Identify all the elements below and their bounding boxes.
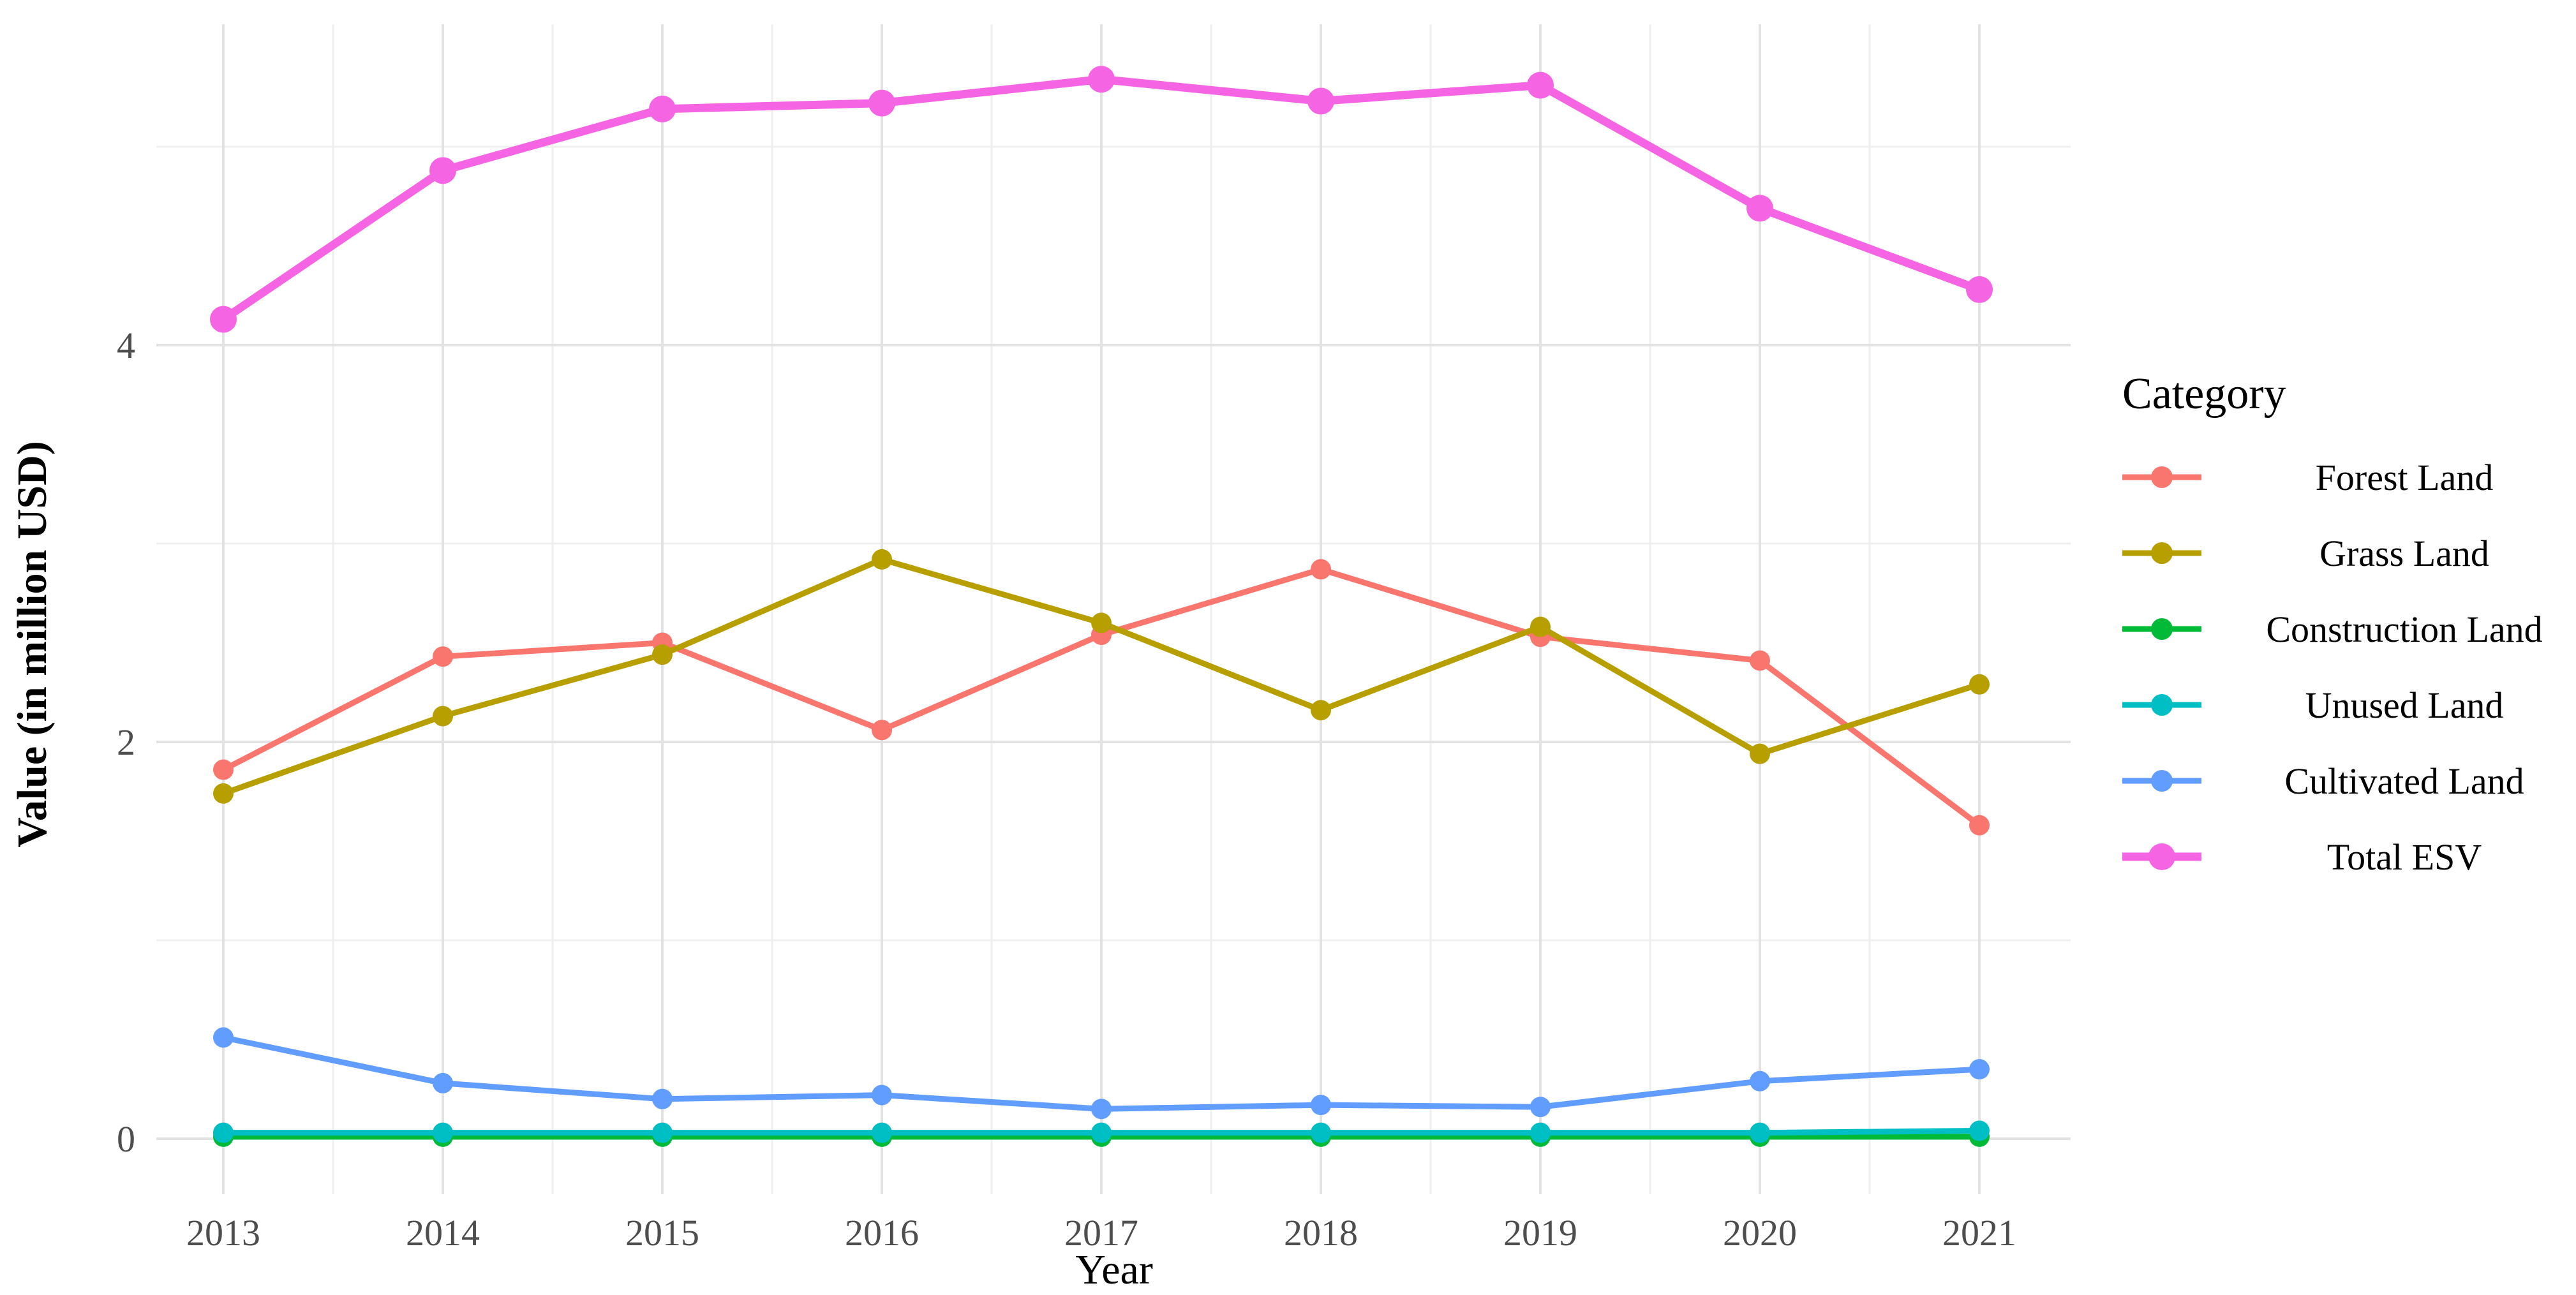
- legend-item-label: Construction Land: [2266, 609, 2542, 650]
- legend: Forest Land Grass Land Construction Land Un…: [2122, 457, 2543, 878]
- data-point: [1527, 71, 1554, 99]
- data-point: [1750, 743, 1770, 764]
- legend-key-point: [2151, 618, 2173, 640]
- x-tick-label: 2013: [186, 1212, 260, 1254]
- legend-item-label: Unused Land: [2305, 685, 2504, 726]
- series-unused-land: [213, 1120, 1990, 1143]
- data-point: [1969, 674, 1990, 695]
- data-point: [1530, 1122, 1551, 1143]
- y-tick-label: 2: [117, 722, 135, 763]
- data-point: [649, 95, 676, 122]
- legend-item-unused-land: Unused Land: [2122, 685, 2503, 726]
- data-point: [429, 157, 456, 184]
- legend-item-label: Grass Land: [2319, 533, 2489, 574]
- data-point: [213, 783, 234, 804]
- data-point: [1530, 1097, 1551, 1118]
- data-point: [1311, 1122, 1331, 1143]
- data-point: [872, 549, 892, 570]
- legend-title: Category: [2122, 369, 2286, 418]
- data-point: [1091, 1099, 1112, 1120]
- data-point: [1969, 1120, 1990, 1141]
- data-point: [1750, 1070, 1770, 1092]
- x-tick-label: 2016: [845, 1212, 919, 1254]
- legend-item-grass-land: Grass Land: [2122, 533, 2489, 574]
- x-tick-label: 2015: [625, 1212, 699, 1254]
- data-point: [433, 646, 453, 667]
- legend-item-forest-land: Forest Land: [2122, 457, 2493, 498]
- legend-key-point: [2151, 542, 2173, 564]
- legend-item-label: Total ESV: [2327, 836, 2482, 878]
- data-point: [433, 1122, 453, 1143]
- x-tick-label: 2019: [1503, 1212, 1577, 1254]
- data-point: [1311, 700, 1331, 721]
- x-tick-label: 2021: [1942, 1212, 2016, 1254]
- data-point: [868, 89, 895, 117]
- x-axis-title: Year: [1075, 1247, 1153, 1293]
- x-tick-label: 2017: [1064, 1212, 1138, 1254]
- data-point: [1091, 612, 1112, 633]
- legend-item-construction-land: Construction Land: [2122, 609, 2543, 650]
- y-axis-title: Value (in million USD): [9, 441, 56, 848]
- data-point: [433, 1072, 453, 1093]
- data-series: [210, 66, 1993, 1147]
- data-point: [213, 759, 234, 780]
- data-point: [872, 1122, 892, 1143]
- data-point: [1091, 1122, 1112, 1143]
- series-grass-land: [213, 549, 1990, 804]
- gridlines: [156, 24, 2071, 1194]
- data-point: [213, 1122, 234, 1143]
- data-point: [872, 1084, 892, 1106]
- data-point: [1969, 815, 1990, 836]
- y-tick-label: 4: [117, 325, 135, 366]
- data-point: [872, 720, 892, 741]
- data-point: [210, 306, 237, 333]
- y-axis-tick-labels: 0 2 4: [117, 325, 135, 1160]
- y-tick-label: 0: [117, 1118, 135, 1160]
- data-point: [652, 1122, 673, 1143]
- legend-item-label: Cultivated Land: [2284, 760, 2524, 802]
- x-tick-label: 2020: [1723, 1212, 1797, 1254]
- legend-item-total-esv: Total ESV: [2122, 836, 2482, 878]
- x-tick-label: 2018: [1284, 1212, 1358, 1254]
- legend-item-label: Forest Land: [2316, 457, 2494, 498]
- data-point: [1746, 195, 1773, 222]
- data-point: [1530, 616, 1551, 637]
- data-point: [1307, 87, 1334, 115]
- legend-key-point: [2151, 466, 2173, 488]
- x-tick-label: 2014: [406, 1212, 480, 1254]
- data-point: [1966, 276, 1993, 303]
- data-point: [652, 1088, 673, 1109]
- data-point: [1088, 66, 1115, 93]
- series-total-esv: [210, 66, 1993, 333]
- data-point: [1969, 1059, 1990, 1080]
- legend-key-point: [2151, 694, 2173, 716]
- x-axis-tick-labels: 2013 2014 2015 2016 2017 2018 2019 2020 2021: [186, 1212, 2016, 1254]
- legend-item-cultivated-land: Cultivated Land: [2122, 760, 2524, 802]
- legend-key-point: [2148, 843, 2175, 870]
- data-point: [433, 706, 453, 727]
- legend-key-point: [2151, 770, 2173, 792]
- data-point: [1311, 1095, 1331, 1116]
- data-point: [652, 644, 673, 665]
- data-point: [1750, 650, 1770, 671]
- data-point: [213, 1027, 234, 1048]
- data-point: [1311, 559, 1331, 580]
- data-point: [1750, 1122, 1770, 1143]
- series-cultivated-land: [213, 1027, 1990, 1120]
